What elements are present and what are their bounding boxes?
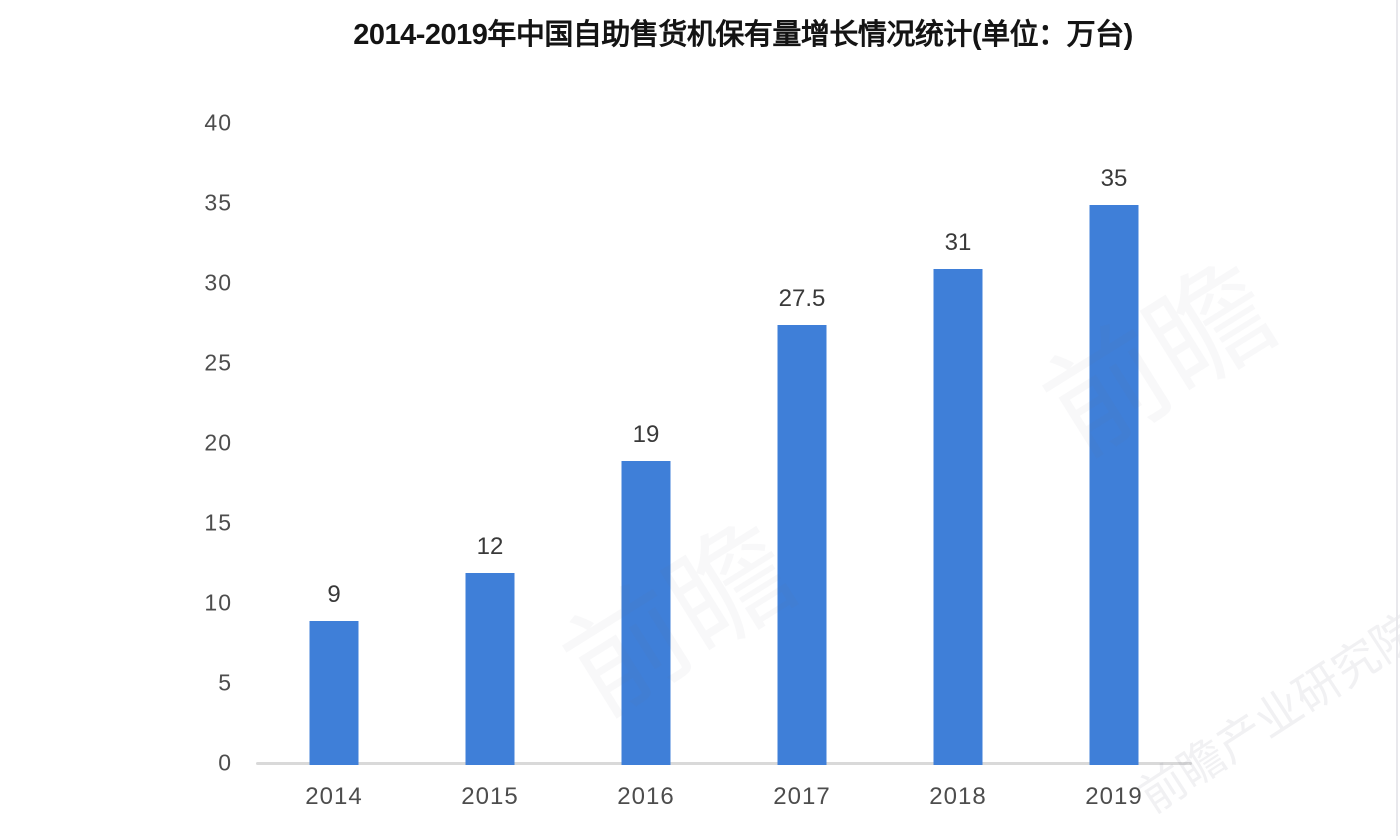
y-axis-label: 40 — [204, 109, 232, 136]
bar-2015 — [465, 573, 515, 765]
y-axis-label: 20 — [204, 429, 232, 456]
bar-value-label: 31 — [944, 229, 972, 256]
bar-slot-2018: 31 2018 — [880, 123, 1036, 809]
y-axis: 0 5 10 15 20 25 30 35 40 — [148, 111, 232, 774]
y-axis-label: 30 — [204, 269, 232, 296]
bar-value-label: 27.5 — [778, 285, 826, 312]
y-axis-label: 5 — [218, 669, 232, 696]
bar-2019 — [1089, 205, 1139, 765]
bar-value-label: 12 — [476, 533, 504, 560]
bar-2017 — [777, 325, 827, 765]
bar-2014 — [309, 621, 359, 765]
bar-slot-2016: 19 2016 — [568, 123, 724, 809]
x-axis-label: 2016 — [617, 783, 675, 810]
bar-slot-2017: 27.5 2017 — [724, 123, 880, 809]
bar-2018 — [933, 269, 983, 765]
x-axis-label: 2014 — [305, 783, 363, 810]
y-axis-label: 10 — [204, 589, 232, 616]
y-axis-label: 0 — [218, 749, 232, 776]
y-axis-label: 25 — [204, 349, 232, 376]
x-axis-label: 2019 — [1085, 783, 1143, 810]
y-axis-label: 35 — [204, 189, 232, 216]
x-axis-line — [256, 762, 1192, 765]
bar-value-label: 9 — [327, 581, 341, 608]
bar-slot-2019: 35 2019 — [1036, 123, 1192, 809]
bar-slot-2014: 9 2014 — [256, 123, 412, 809]
y-axis-label: 15 — [204, 509, 232, 536]
bar-value-label: 19 — [632, 421, 660, 448]
bar-slot-2015: 12 2015 — [412, 123, 568, 809]
x-axis-label: 2017 — [773, 783, 831, 810]
x-axis-label: 2015 — [461, 783, 519, 810]
plot-area: 9 2014 12 2015 19 2016 27.5 2017 31 2018 35 2019 — [256, 123, 1192, 809]
chart-title: 2014-2019年中国自助售货机保有量增长情况统计(单位：万台) — [353, 19, 1133, 51]
bar-2016 — [621, 461, 671, 765]
bar-value-label: 35 — [1100, 165, 1128, 192]
screen-edge-line — [1396, 0, 1398, 836]
x-axis-label: 2018 — [929, 783, 987, 810]
